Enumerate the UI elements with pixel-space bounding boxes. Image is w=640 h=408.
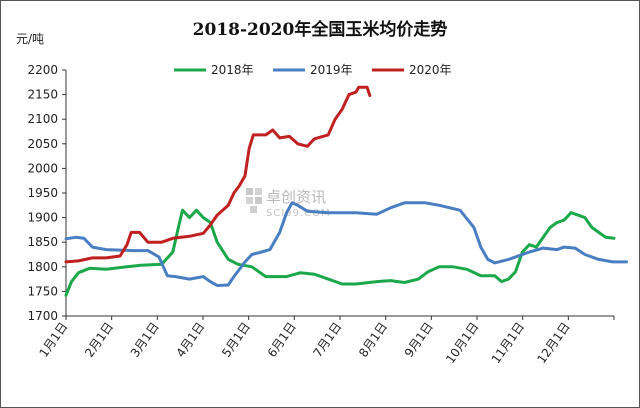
legend-label-1: 2018年 <box>211 63 254 77</box>
series-line-1 <box>64 208 616 297</box>
watermark-text: 卓创资讯 <box>266 188 326 206</box>
y-tick-label: 2100 <box>27 112 58 126</box>
y-tick-label: 1900 <box>27 211 58 225</box>
y-tick-label: 1950 <box>27 186 58 200</box>
y-tick-label: 1850 <box>27 235 58 249</box>
y-axis-unit: 元/吨 <box>16 32 44 46</box>
y-tick-label: 2150 <box>27 88 58 102</box>
legend: 2018年 2019年 2020年 <box>174 63 452 77</box>
y-tick-label: 2050 <box>27 137 58 151</box>
series-line-2 <box>64 201 628 287</box>
series-group <box>64 85 628 297</box>
y-tick-label: 1800 <box>27 260 58 274</box>
y-tick-label: 2200 <box>27 63 58 77</box>
y-tick-label: 1750 <box>27 284 58 298</box>
series-line-3 <box>64 85 372 264</box>
watermark: 卓创资讯 SCI99.COM <box>246 188 331 219</box>
legend-label-3: 2020年 <box>409 63 452 77</box>
y-tick-label: 1700 <box>27 309 58 323</box>
watermark-sub: SCI99.COM <box>266 208 331 219</box>
y-tick-label: 2000 <box>27 161 58 175</box>
legend-label-2: 2019年 <box>310 63 353 77</box>
chart-title: 2018-2020年全国玉米均价走势 <box>193 19 448 40</box>
watermark-logo-icon <box>246 188 262 213</box>
